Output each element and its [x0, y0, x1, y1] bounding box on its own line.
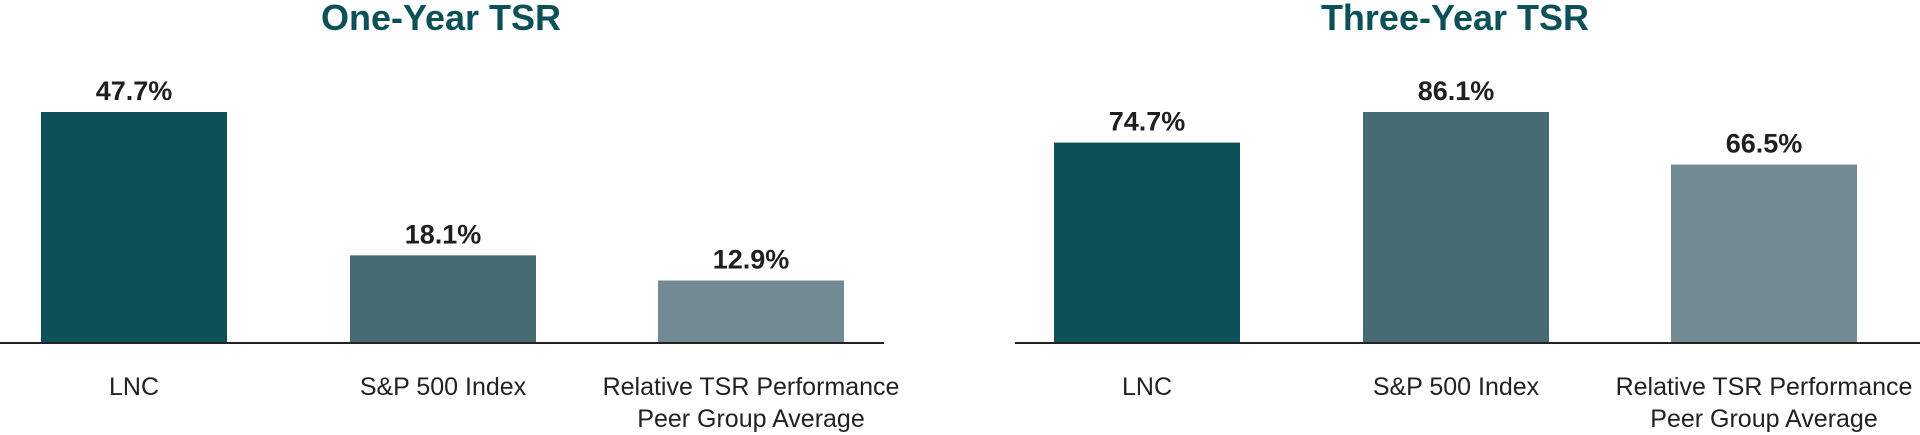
category-label: LNC [109, 373, 159, 401]
bar-value-label: 47.7% [96, 76, 173, 106]
bar-value-label: 66.5% [1726, 129, 1803, 159]
bar [350, 255, 536, 343]
chart-title: Three-Year TSR [1321, 0, 1589, 38]
bar [41, 112, 227, 343]
bar [1363, 112, 1549, 343]
bars-group: 47.7% LNC 18.1% S&P 500 Index 12.9% Relative … [41, 76, 899, 433]
bars-group: 74.7% LNC 86.1% S&P 500 Index 66.5% Relative … [1054, 76, 1912, 433]
category-label: Relative TSR Performance Peer Group Avera… [603, 373, 900, 433]
bar-value-label: 12.9% [713, 245, 790, 275]
category-label: S&P 500 Index [1373, 373, 1540, 401]
category-label: Relative TSR Performance Peer Group Avera… [1616, 373, 1913, 433]
bar [658, 280, 844, 343]
category-label: LNC [1122, 373, 1172, 401]
bar-value-label: 74.7% [1109, 107, 1186, 137]
bar [1054, 142, 1240, 343]
bar-value-label: 18.1% [405, 219, 482, 249]
category-label: S&P 500 Index [360, 373, 527, 401]
bar [1671, 164, 1857, 343]
chart-title: One-Year TSR [321, 0, 561, 38]
three-year-tsr-chart: Three-Year TSR 74.7% LNC 86.1% S&P 500 Inde… [1015, 0, 1920, 433]
bar-value-label: 86.1% [1418, 76, 1495, 106]
one-year-tsr-chart: One-Year TSR 47.7% LNC 18.1% S&P 500 Index 1… [0, 0, 899, 433]
